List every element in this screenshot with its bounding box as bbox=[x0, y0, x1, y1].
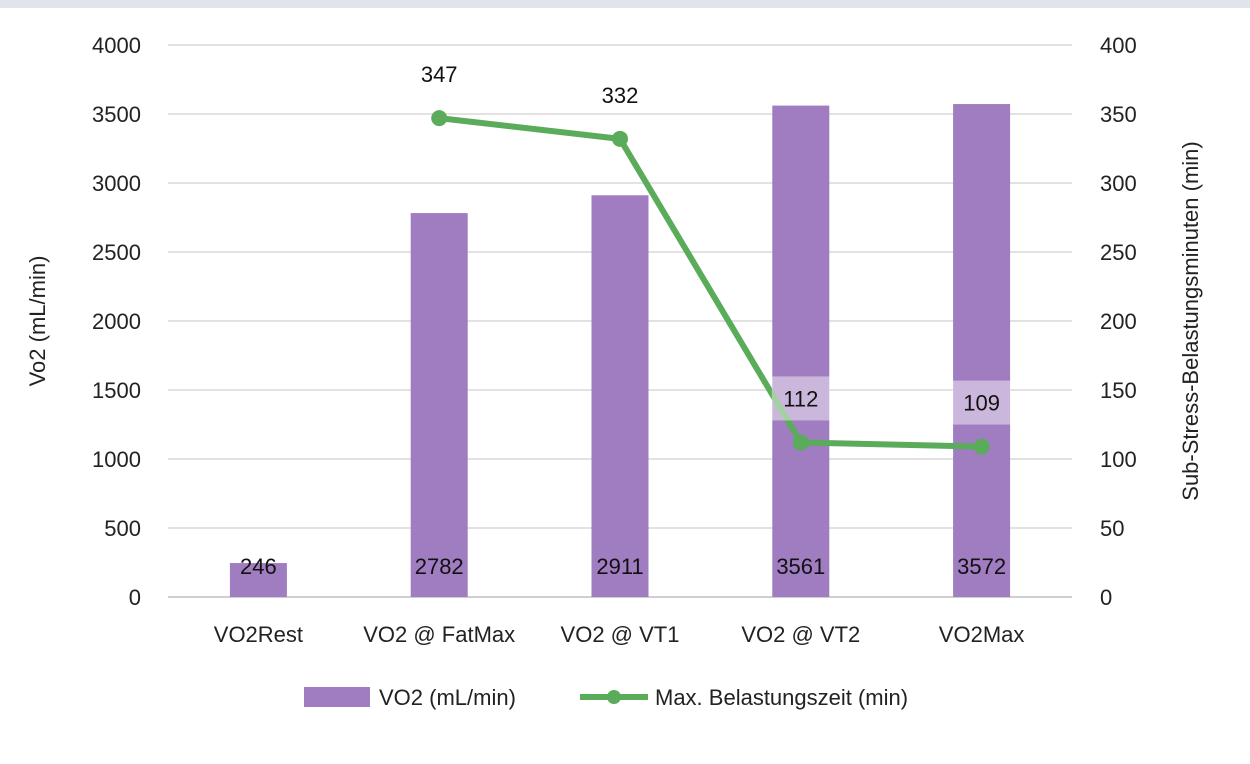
line-path bbox=[436, 115, 985, 450]
bar bbox=[591, 195, 649, 598]
y2-tick-label: 250 bbox=[1100, 240, 1137, 265]
x-tick-label: VO2Max bbox=[939, 622, 1025, 647]
bar-data-label: 2911 bbox=[596, 554, 643, 579]
x-tick-label: VO2 @ FatMax bbox=[363, 622, 515, 647]
y2-tick-label: 100 bbox=[1100, 447, 1137, 472]
bar bbox=[410, 213, 468, 598]
axes: Vo2 (mL/min) Sub-Stress-Belastungsminute… bbox=[25, 33, 1203, 647]
legend-swatch-belastungszeit-marker bbox=[607, 690, 621, 704]
line-point bbox=[431, 110, 448, 127]
line-series bbox=[431, 110, 990, 455]
data-labels: 246 2782 2911 3561 3572 347 332 112 109 bbox=[240, 62, 1011, 579]
y2-tick-label: 300 bbox=[1100, 171, 1137, 196]
bar bbox=[953, 104, 1011, 598]
line-data-label: 109 bbox=[963, 391, 1000, 416]
y-tick-label: 3500 bbox=[92, 102, 141, 127]
x-tick-label: VO2Rest bbox=[214, 622, 303, 647]
bar-series bbox=[229, 104, 1011, 598]
y-tick-label: 4000 bbox=[92, 33, 141, 58]
y-tick-label: 0 bbox=[129, 585, 141, 610]
y-tick-label: 1500 bbox=[92, 378, 141, 403]
y2-tick-label: 0 bbox=[1100, 585, 1112, 610]
y-axis-title: Vo2 (mL/min) bbox=[25, 256, 50, 387]
line-point bbox=[612, 130, 628, 147]
bar-data-label: 246 bbox=[240, 554, 277, 579]
top-band bbox=[0, 0, 1250, 8]
data-label-background bbox=[771, 376, 830, 421]
y-tick-label: 2000 bbox=[92, 309, 141, 334]
legend-label-vo2: VO2 (mL/min) bbox=[379, 685, 516, 710]
line-data-label: 347 bbox=[421, 62, 458, 87]
x-tick-label: VO2 @ VT2 bbox=[741, 622, 860, 647]
bar bbox=[772, 105, 830, 597]
bar-data-label: 3572 bbox=[957, 554, 1006, 579]
y-tick-label: 2500 bbox=[92, 240, 141, 265]
y2-tick-label: 350 bbox=[1100, 102, 1137, 127]
legend: VO2 (mL/min) Max. Belastungszeit (min) bbox=[304, 685, 908, 710]
y2-tick-label: 200 bbox=[1100, 309, 1137, 334]
bar bbox=[229, 563, 287, 597]
y-tick-label: 3000 bbox=[92, 171, 141, 196]
data-label-background bbox=[952, 380, 1011, 425]
y2-tick-label: 400 bbox=[1100, 33, 1137, 58]
y2-tick-label: 50 bbox=[1100, 516, 1124, 541]
line-point bbox=[792, 434, 809, 451]
bar-data-label: 2782 bbox=[415, 554, 464, 579]
y-tick-label: 1000 bbox=[92, 447, 141, 472]
line-data-label: 112 bbox=[783, 386, 818, 411]
x-tick-label: VO2 @ VT1 bbox=[561, 622, 680, 647]
line-point bbox=[973, 438, 990, 455]
y-tick-label: 500 bbox=[104, 516, 141, 541]
bar-data-label: 3561 bbox=[776, 554, 825, 579]
legend-swatch-vo2 bbox=[304, 687, 370, 707]
legend-label-belastungszeit: Max. Belastungszeit (min) bbox=[655, 685, 908, 710]
line-data-label: 332 bbox=[602, 83, 639, 108]
y2-tick-label: 150 bbox=[1100, 378, 1137, 403]
y2-axis-title: Sub-Stress-Belastungsminuten (min) bbox=[1178, 141, 1203, 500]
